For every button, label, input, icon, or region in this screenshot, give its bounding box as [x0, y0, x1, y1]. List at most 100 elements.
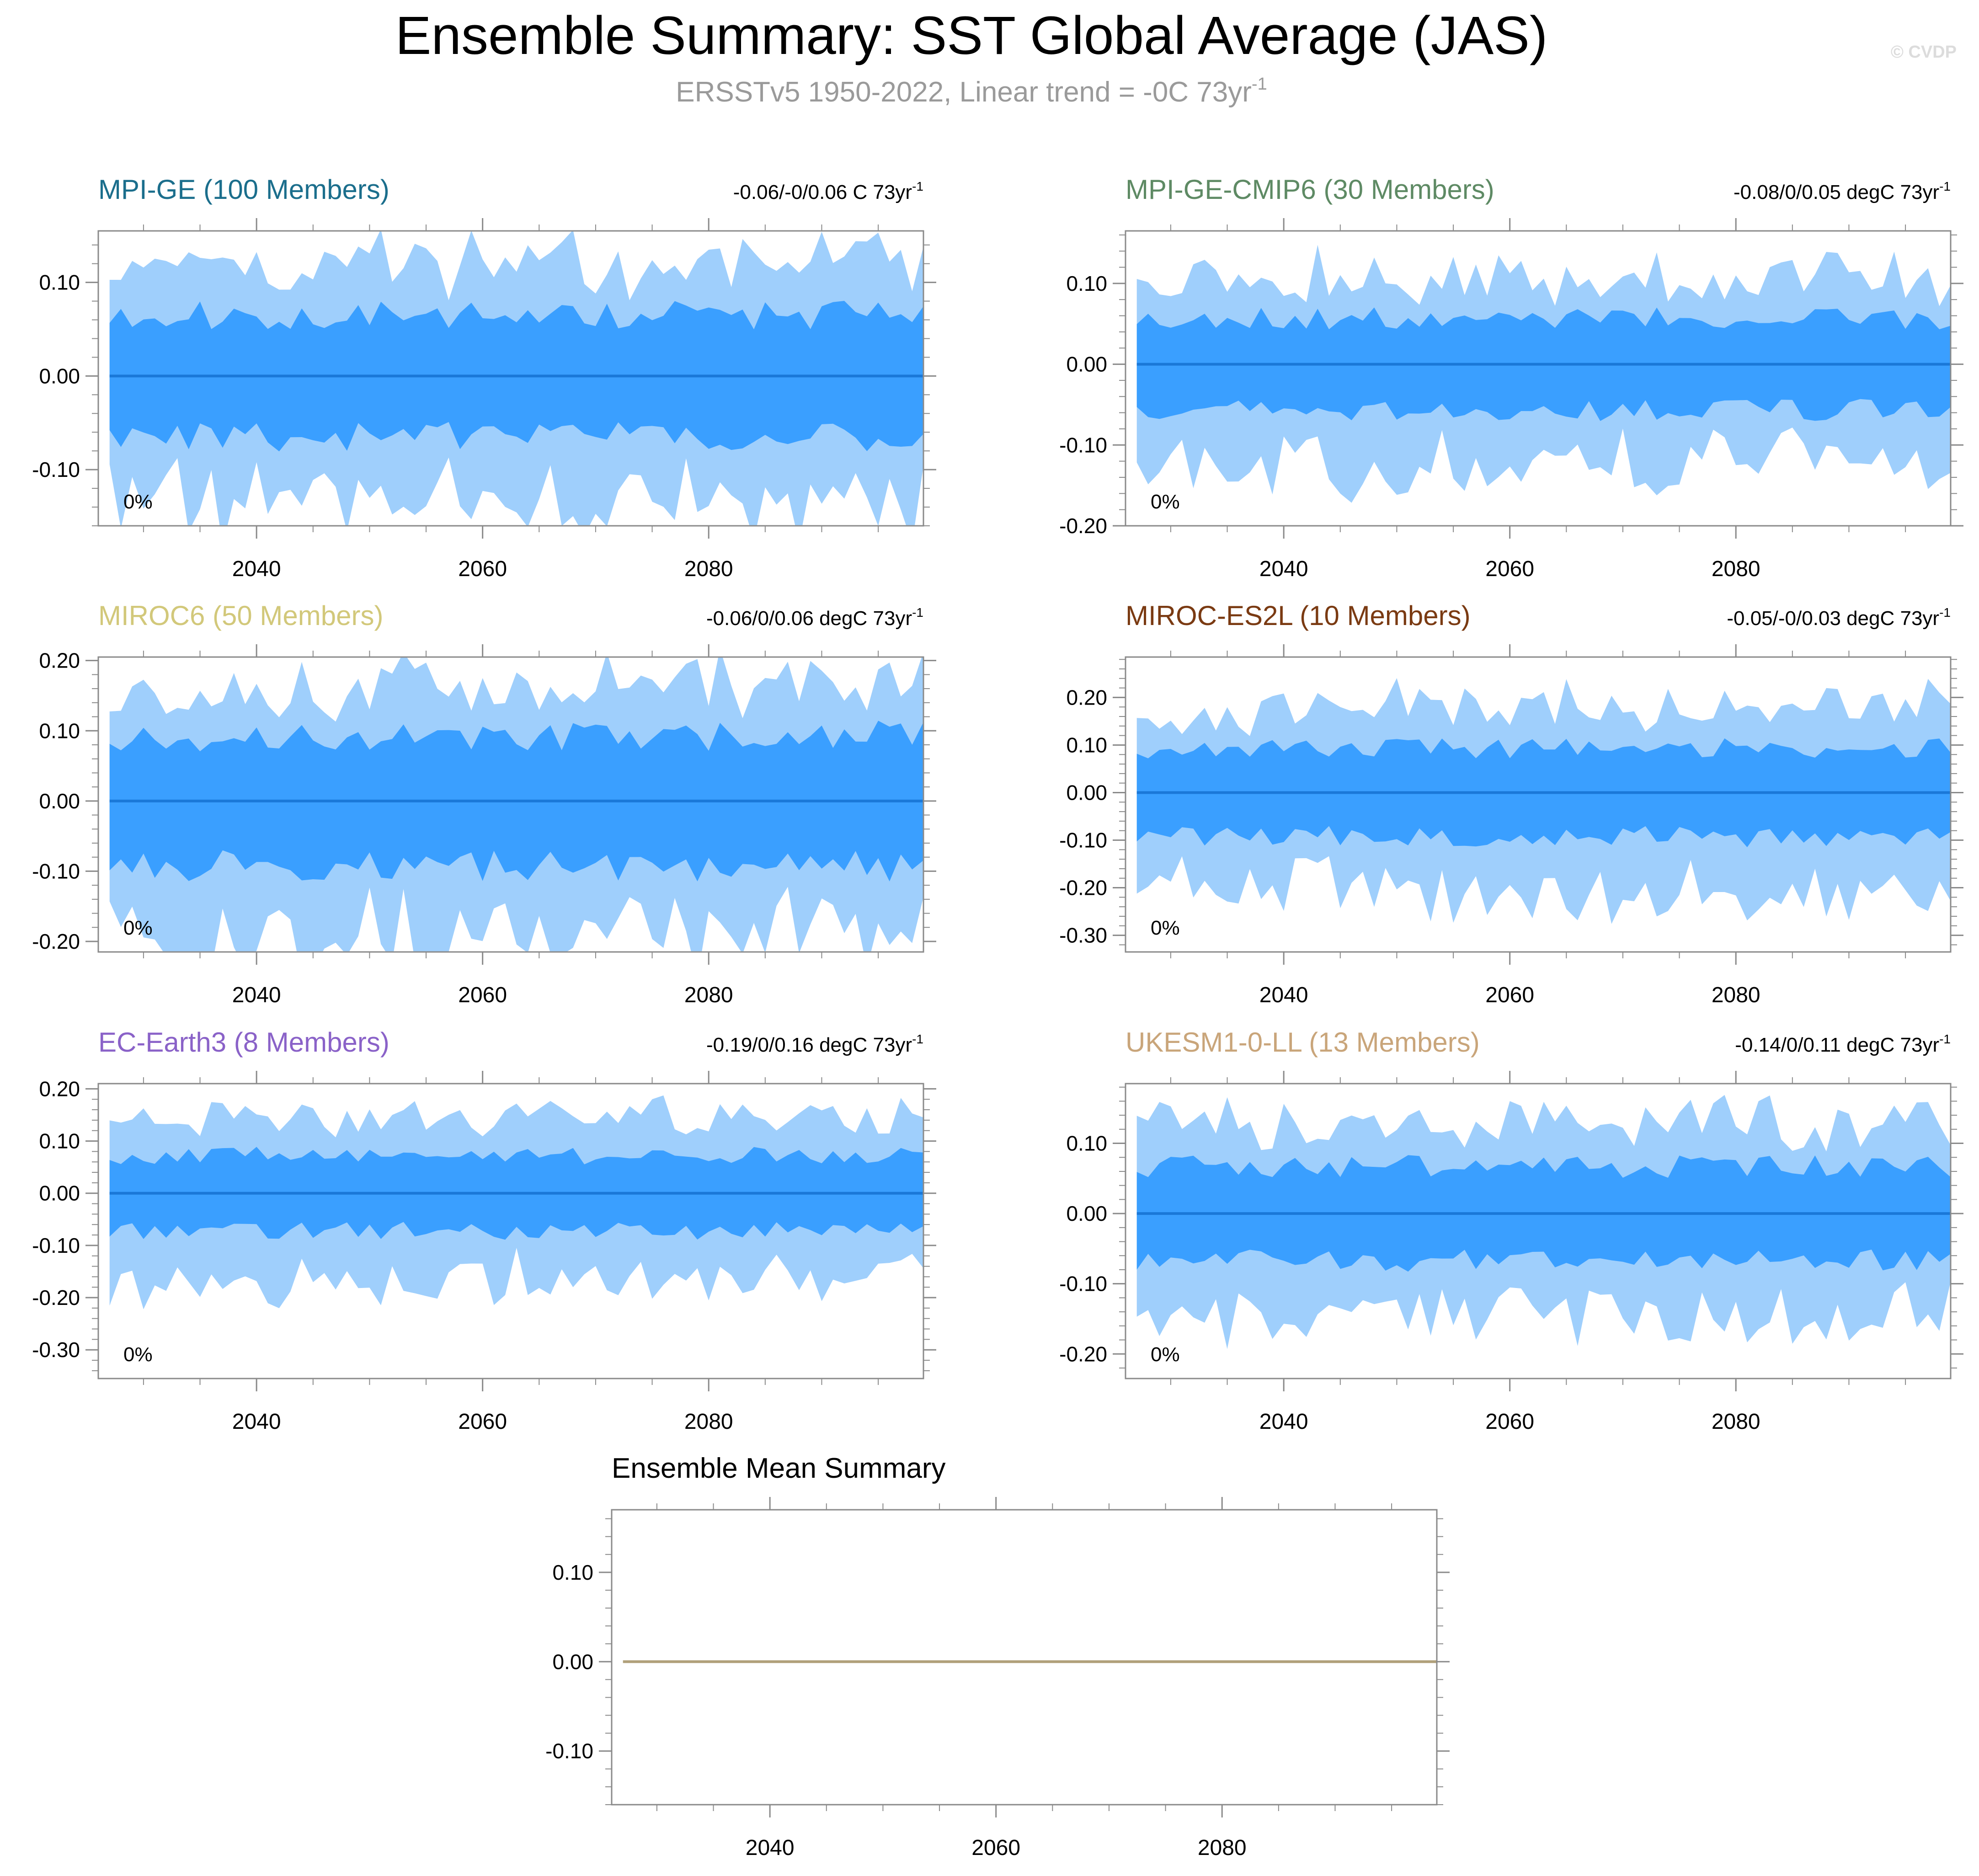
x-tick-label: 2080 — [684, 1410, 733, 1434]
x-tick-label: 2060 — [458, 983, 507, 1007]
y-tick-label: 0.20 — [39, 1077, 80, 1101]
y-tick-label: 0.10 — [39, 1129, 80, 1153]
trend-label: -0.14/0/0.11 degC 73yr-1 — [1735, 1032, 1951, 1056]
panel-title: MIROC6 (50 Members) — [98, 600, 383, 631]
x-tick-label: 2060 — [458, 557, 507, 581]
x-tick-label: 2080 — [1198, 1836, 1247, 1860]
percent-label: 0% — [123, 1343, 153, 1366]
panel-title: MPI-GE-CMIP6 (30 Members) — [1126, 174, 1494, 205]
watermark: © CVDP — [1891, 43, 1957, 62]
y-tick-label: 0.00 — [1066, 353, 1107, 376]
y-tick-label: 0.20 — [39, 649, 80, 673]
y-tick-label: -0.30 — [32, 1338, 80, 1362]
trend-value: -0.05/-0/0.03 degC 73yr — [1727, 607, 1939, 630]
trend-label: -0.05/-0/0.03 degC 73yr-1 — [1727, 605, 1951, 630]
panel-title: UKESM1-0-LL (13 Members) — [1126, 1027, 1480, 1058]
y-tick-label: 0.10 — [552, 1561, 593, 1584]
trend-sup: -1 — [1939, 1032, 1951, 1046]
percent-label: 0% — [123, 491, 153, 513]
x-tick-label: 2060 — [458, 1410, 507, 1434]
y-tick-label: -0.10 — [32, 859, 80, 883]
x-tick-label: 2080 — [1712, 557, 1760, 581]
plot-frame — [1125, 656, 1952, 953]
y-tick-label: -0.10 — [32, 458, 80, 481]
x-tick-label: 2040 — [1259, 557, 1308, 581]
plot-area — [109, 231, 923, 526]
y-tick-label: 0.10 — [1066, 733, 1107, 757]
x-tick-label: 2080 — [1712, 983, 1760, 1007]
percent-label: 0% — [123, 917, 153, 939]
y-tick-label: 0.00 — [39, 364, 80, 388]
y-tick-label: -0.10 — [32, 1234, 80, 1257]
y-tick-label: 0.10 — [39, 271, 80, 294]
percent-label: 0% — [1151, 917, 1180, 939]
main-title: Ensemble Summary: SST Global Average (JA… — [395, 5, 1548, 66]
plot-area — [1136, 245, 1951, 503]
trend-value: -0.08/0/0.05 degC 73yr — [1734, 181, 1939, 203]
panel-title: MPI-GE (100 Members) — [98, 174, 389, 205]
y-tick-label: -0.10 — [1059, 1272, 1107, 1296]
y-tick-label: -0.20 — [1059, 1342, 1107, 1366]
plot-frame — [1125, 1083, 1952, 1379]
y-tick-label: -0.10 — [1059, 828, 1107, 852]
plot-frame — [97, 230, 924, 527]
panel-title: MIROC-ES2L (10 Members) — [1126, 600, 1471, 631]
trend-value: -0.14/0/0.11 degC 73yr — [1735, 1034, 1939, 1056]
panel-ec-earth3: EC-Earth3 (8 Members) -0.19/0/0.16 degC 7… — [32, 1027, 936, 1434]
panel-miroc-es2l: MIROC-ES2L (10 Members) -0.05/-0/0.03 deg… — [1059, 600, 1963, 1007]
x-tick-label: 2080 — [1712, 1410, 1760, 1434]
x-tick-label: 2080 — [684, 557, 733, 581]
y-tick-label: 0.00 — [552, 1650, 593, 1673]
trend-sup: -1 — [912, 605, 923, 620]
panel-miroc6: MIROC6 (50 Members) -0.06/0/0.06 degC 73y… — [32, 600, 936, 1007]
x-tick-label: 2060 — [971, 1836, 1020, 1860]
plot-frame — [97, 656, 924, 953]
panels: MPI-GE (100 Members) -0.06/-0/0.06 C 73yr… — [32, 174, 1963, 1860]
plot-area — [1136, 1095, 1951, 1349]
y-tick-label: 0.10 — [1066, 272, 1107, 295]
x-tick-label: 2040 — [232, 557, 281, 581]
x-tick-label: 2060 — [1485, 557, 1534, 581]
plot-frame — [611, 1509, 1438, 1806]
trend-label: -0.06/0/0.06 degC 73yr-1 — [706, 605, 923, 630]
subtitle-main: ERSSTv5 1950-2022, Linear trend = -0C 73… — [676, 76, 1252, 108]
x-tick-label: 2080 — [684, 983, 733, 1007]
trend-sup: -1 — [912, 179, 923, 193]
trend-value: -0.06/-0/0.06 C 73yr — [733, 181, 912, 203]
panel-mpi-ge-cmip6: MPI-GE-CMIP6 (30 Members) -0.08/0/0.05 de… — [1059, 174, 1963, 581]
x-tick-label: 2060 — [1485, 1410, 1534, 1434]
percent-label: 0% — [1151, 1343, 1180, 1366]
plot-frame — [1125, 230, 1952, 527]
subtitle-sup: -1 — [1252, 75, 1267, 94]
trend-sup: -1 — [912, 1032, 923, 1046]
subtitle: ERSSTv5 1950-2022, Linear trend = -0C 73… — [676, 75, 1267, 108]
panel-mpi-ge: MPI-GE (100 Members) -0.06/-0/0.06 C 73yr… — [32, 174, 936, 581]
trend-sup: -1 — [1939, 605, 1951, 620]
y-tick-label: 0.00 — [39, 1181, 80, 1205]
x-tick-label: 2040 — [1259, 1410, 1308, 1434]
y-tick-label: 0.10 — [39, 719, 80, 743]
panel-title: EC-Earth3 (8 Members) — [98, 1027, 389, 1058]
y-tick-label: 0.00 — [39, 789, 80, 813]
panel-ukesm1-0-ll: UKESM1-0-LL (13 Members) -0.14/0/0.11 deg… — [1059, 1027, 1963, 1434]
plot-area — [109, 1095, 923, 1309]
y-tick-label: 0.00 — [1066, 1202, 1107, 1225]
plot-frame — [97, 1083, 924, 1379]
trend-label: -0.08/0/0.05 degC 73yr-1 — [1734, 179, 1951, 203]
percent-label: 0% — [1151, 491, 1180, 513]
y-tick-label: -0.20 — [32, 1286, 80, 1309]
y-tick-label: -0.20 — [1059, 876, 1107, 900]
trend-label: -0.19/0/0.16 degC 73yr-1 — [706, 1032, 923, 1056]
y-tick-label: -0.30 — [1059, 924, 1107, 947]
x-tick-label: 2040 — [232, 983, 281, 1007]
y-tick-label: -0.20 — [1059, 514, 1107, 538]
y-tick-label: -0.20 — [32, 930, 80, 953]
trend-value: -0.19/0/0.16 degC 73yr — [706, 1034, 912, 1056]
x-tick-label: 2040 — [232, 1410, 281, 1434]
trend-label: -0.06/-0/0.06 C 73yr-1 — [733, 179, 923, 203]
panel-ensemble-mean: Ensemble Mean Summary 0.10 0.00 -0.10 2040 20… — [545, 1453, 1450, 1860]
x-tick-label: 2040 — [746, 1836, 795, 1860]
y-tick-label: -0.10 — [1059, 433, 1107, 457]
x-tick-label: 2060 — [1485, 983, 1534, 1007]
